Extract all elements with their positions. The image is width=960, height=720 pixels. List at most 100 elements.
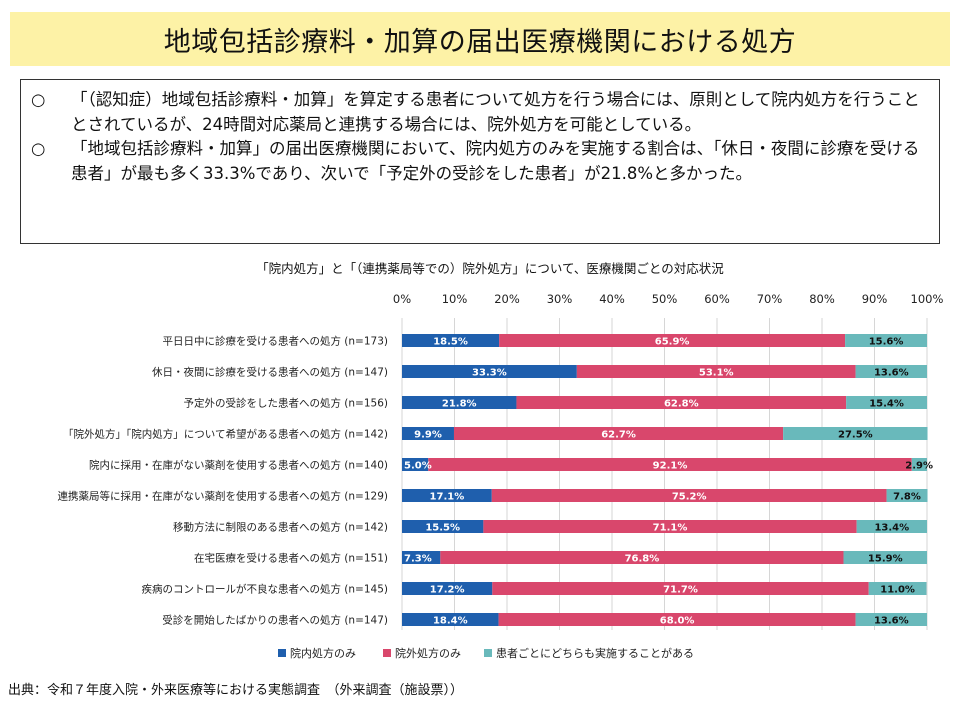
bar-segment	[845, 334, 927, 347]
bar-segment	[868, 582, 927, 595]
data-label: 62.7%	[601, 430, 636, 441]
data-label: 76.8%	[625, 554, 660, 565]
data-label: 17.2%	[430, 585, 465, 596]
bar-segment	[499, 334, 846, 347]
data-label: 13.6%	[874, 616, 909, 627]
data-label: 18.4%	[433, 616, 468, 627]
bar-segment	[402, 551, 441, 564]
data-label: 15.9%	[868, 554, 903, 565]
bar-segment	[402, 334, 500, 347]
stacked-bar-chart: 「院内処方」と「（連携薬局等での）院外処方」について、医療機関ごとの対応状況 0…	[57, 261, 944, 660]
data-label: 65.9%	[655, 337, 690, 348]
data-labels: 18.5% 65.9% 15.6% 33.3% 53.1% 13.6% 21.8% 62.8%…	[404, 337, 933, 627]
data-label: 33.3%	[472, 368, 507, 379]
data-label: 13.6%	[874, 368, 909, 379]
summary-bullet-text: 「（認知症）地域包括診療料・加算」を算定する患者について処方を行う場合には、原則…	[71, 90, 920, 134]
x-tick-label: 50%	[652, 292, 678, 306]
summary-bullet-text: 「地域包括診療料・加算」の届出医療機関において、院内処方のみを実施する割合は、「…	[71, 139, 920, 183]
chart-title: 「院内処方」と「（連携薬局等での）院外処方」について、医療機関ごとの対応状況	[256, 261, 724, 276]
legend-swatch	[278, 649, 286, 657]
bar-segment	[428, 458, 912, 471]
data-label: 68.0%	[660, 616, 695, 627]
bullet-marker: ○	[31, 90, 46, 109]
x-tick-label: 70%	[757, 292, 783, 306]
bar-segment	[402, 613, 499, 626]
bar-segment	[576, 365, 856, 378]
legend-swatch	[383, 649, 391, 657]
data-label: 15.4%	[869, 399, 904, 410]
data-label: 71.7%	[663, 585, 698, 596]
x-tick-label: 20%	[494, 292, 520, 306]
legend-label: 院外処方のみ	[395, 646, 461, 660]
x-tick-label: 0%	[393, 292, 411, 306]
data-label: 27.5%	[838, 430, 873, 441]
data-label: 11.0%	[880, 585, 915, 596]
category-labels: 平日日中に診療を受ける患者への処方 (n=173) 休日・夜間に診療を受ける患者へ…	[57, 335, 388, 627]
bar-segment	[855, 613, 927, 626]
bullet-marker: ○	[31, 139, 46, 158]
data-label: 15.5%	[425, 523, 460, 534]
summary-bullet: ○ 「地域包括診療料・加算」の届出医療機関において、院内処方のみを実施する割合は…	[31, 137, 925, 186]
bar-segment	[855, 365, 927, 378]
bar-segment	[856, 520, 927, 533]
summary-bullet: ○ 「（認知症）地域包括診療料・加算」を算定する患者について処方を行う場合には、…	[31, 88, 925, 137]
bar-segment	[483, 520, 857, 533]
bars	[402, 334, 928, 626]
bar-segment	[402, 520, 484, 533]
x-tick-label: 80%	[809, 292, 835, 306]
bar-segment	[516, 396, 847, 409]
category-label: 院内に採用・在庫がない薬剤を使用する患者への処方 (n=140)	[89, 459, 388, 472]
data-label: 17.1%	[430, 492, 465, 503]
category-label: 在宅医療を受ける患者への処方 (n=151)	[194, 552, 388, 565]
legend-label: 院内処方のみ	[290, 646, 356, 660]
x-tick-label: 10%	[442, 292, 468, 306]
bar-segment	[402, 365, 577, 378]
data-label: 13.4%	[874, 523, 909, 534]
data-label: 7.3%	[404, 554, 432, 565]
category-label: 移動方法に制限のある患者への処方 (n=142)	[173, 521, 388, 534]
category-label: 連携薬局等に採用・在庫がない薬剤を使用する患者への処方 (n=129)	[57, 490, 388, 503]
bar-segment	[402, 489, 492, 502]
bar-segment	[402, 458, 429, 471]
page-title: 地域包括診療料・加算の届出医療機関における処方	[163, 26, 797, 58]
bar-segment	[843, 551, 927, 564]
bar-segment	[453, 427, 784, 440]
bar-segment	[783, 427, 928, 440]
data-label: 7.8%	[893, 492, 921, 503]
data-label: 62.8%	[664, 399, 699, 410]
data-label: 75.2%	[672, 492, 707, 503]
summary-box: ○ 「（認知症）地域包括診療料・加算」を算定する患者について処方を行う場合には、…	[20, 79, 940, 244]
x-tick-label: 30%	[547, 292, 573, 306]
bar-segment	[402, 396, 517, 409]
bar-segment	[886, 489, 928, 502]
category-label: 疾病のコントロールが不良な患者への処方 (n=145)	[141, 583, 388, 596]
legend: 院内処方のみ 院外処方のみ 患者ごとにどちらも実施することがある	[278, 646, 694, 660]
category-label: 受診を開始したばかりの患者への処方 (n=147)	[162, 614, 388, 627]
bar-segment	[402, 582, 493, 595]
bar-segment	[846, 396, 927, 409]
bar-segment	[911, 458, 927, 471]
title-banner: 地域包括診療料・加算の届出医療機関における処方	[10, 12, 950, 66]
legend-swatch	[484, 649, 492, 657]
x-axis-ticks: 0% 10% 20% 30% 40% 50% 60% 70% 80% 90% 100%	[393, 292, 944, 306]
data-label: 5.0%	[404, 461, 432, 472]
x-tick-label: 40%	[599, 292, 625, 306]
data-label: 9.9%	[414, 430, 442, 441]
x-tick-label: 90%	[862, 292, 888, 306]
data-label: 53.1%	[699, 368, 734, 379]
category-label: 休日・夜間に診療を受ける患者への処方 (n=147)	[152, 366, 388, 379]
data-label: 2.9%	[905, 461, 933, 472]
bar-segment	[440, 551, 844, 564]
bar-segment	[492, 582, 869, 595]
category-label: 「院外処方」「院内処方」について希望がある患者への処方 (n=142)	[63, 428, 388, 441]
data-label: 15.6%	[869, 337, 904, 348]
data-label: 71.1%	[653, 523, 688, 534]
x-tick-label: 100%	[911, 292, 944, 306]
data-label: 21.8%	[442, 399, 477, 410]
data-label: 92.1%	[653, 461, 688, 472]
bar-segment	[491, 489, 887, 502]
category-label: 平日日中に診療を受ける患者への処方 (n=173)	[162, 335, 388, 348]
bar-segment	[402, 427, 454, 440]
bar-segment	[498, 613, 856, 626]
category-label: 予定外の受診をした患者への処方 (n=156)	[183, 397, 388, 410]
